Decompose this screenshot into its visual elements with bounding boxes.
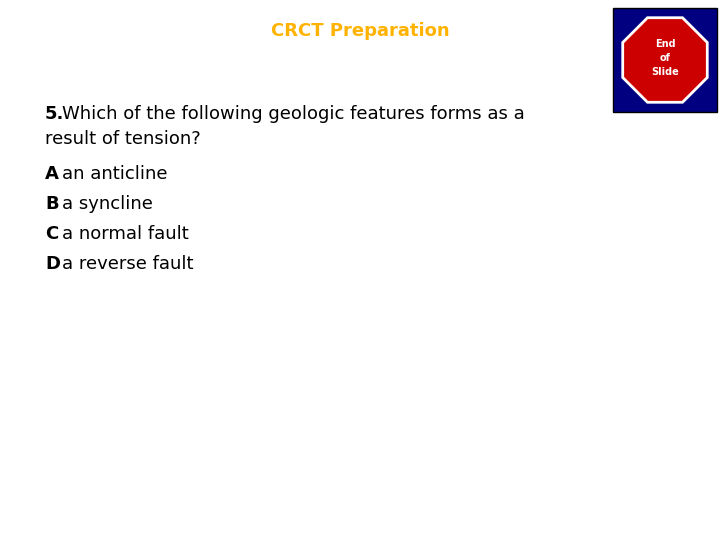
Text: result of tension?: result of tension? — [45, 130, 201, 148]
Text: of: of — [660, 53, 670, 63]
Text: CRCT Preparation: CRCT Preparation — [271, 22, 449, 40]
Text: a reverse fault: a reverse fault — [62, 255, 194, 273]
Text: Slide: Slide — [651, 67, 679, 77]
Text: B: B — [45, 195, 58, 213]
Text: Which of the following geologic features forms as a: Which of the following geologic features… — [62, 105, 525, 123]
Text: a syncline: a syncline — [62, 195, 153, 213]
Text: D: D — [45, 255, 60, 273]
Text: End: End — [654, 39, 675, 49]
Text: an anticline: an anticline — [62, 165, 168, 183]
Text: A: A — [45, 165, 59, 183]
Text: C: C — [45, 225, 58, 243]
FancyBboxPatch shape — [613, 8, 717, 112]
Polygon shape — [623, 18, 707, 102]
Text: a normal fault: a normal fault — [62, 225, 189, 243]
Text: 5.: 5. — [45, 105, 64, 123]
